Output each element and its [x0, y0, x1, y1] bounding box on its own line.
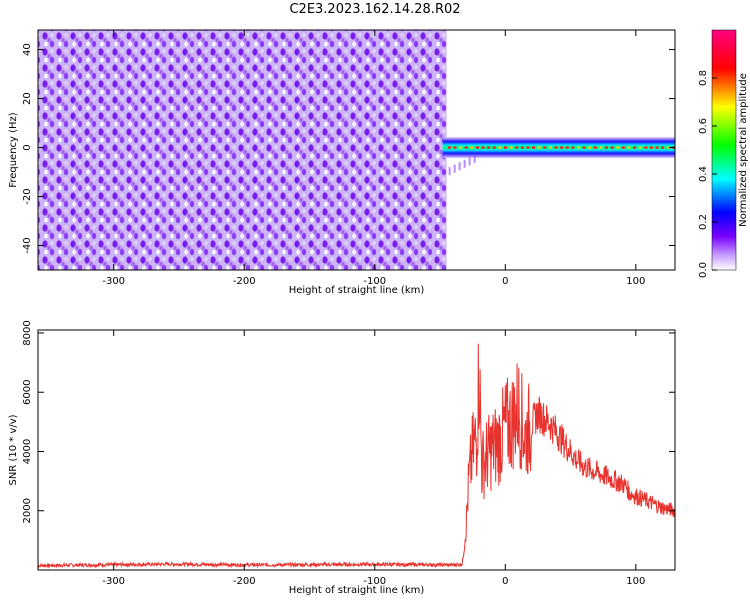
- snr-y-tick-label: 8000: [22, 320, 33, 345]
- snr-y-tick-label: 6000: [22, 379, 33, 404]
- signal-onset-streak: [458, 162, 461, 171]
- snr-y-ticks: 2000 4000 6000 8000: [22, 320, 675, 523]
- page-title: C2E3.2023.162.14.28.R02: [289, 2, 461, 17]
- signal-core-dash: [481, 146, 485, 149]
- signal-core-dash: [537, 146, 541, 149]
- signal-core-dash: [588, 146, 592, 149]
- signal-onset-streak: [463, 159, 466, 168]
- snr-x-tick-label: -100: [363, 576, 386, 587]
- colorbar-tick-label: 0.0: [698, 262, 709, 278]
- signal-core-dash: [599, 146, 603, 149]
- signal-core-dash: [560, 146, 564, 149]
- signal-core-dash: [543, 146, 547, 149]
- snr-x-axis-label: Height of straight line (km): [289, 585, 425, 596]
- signal-core-dash: [605, 146, 609, 149]
- spectrogram-frame: [37, 29, 676, 271]
- signal-core-dash: [487, 146, 491, 149]
- spectrogram-y-tick-label: -20: [22, 188, 33, 204]
- colorbar-gradient: [711, 29, 737, 271]
- signal-core-dash: [666, 146, 670, 149]
- snr-x-tick-label: -300: [102, 576, 125, 587]
- spectrogram-x-tick-label: 0: [502, 276, 508, 287]
- signal-core-dash: [582, 146, 586, 149]
- spectrogram-y-axis-label: Frequency (Hz): [8, 112, 19, 188]
- signal-onset-streak: [468, 157, 471, 166]
- snr-y-tick-label: 4000: [22, 439, 33, 464]
- snr-x-ticks: -300 -200 -100 0 100: [102, 330, 645, 587]
- signal-core-dash: [515, 146, 519, 149]
- signal-core-dash: [576, 146, 580, 149]
- signal-core-dash: [661, 146, 665, 149]
- signal-core-dash: [475, 146, 479, 149]
- colorbar-tick-label: 0.8: [698, 70, 709, 86]
- spectrogram-y-ticks: -40 -20 0 20 40: [22, 43, 675, 254]
- signal-core-dash: [532, 146, 536, 149]
- signal-core-dash: [554, 146, 558, 149]
- snr-y-tick-label: 2000: [22, 498, 33, 523]
- signal-core-dash: [644, 146, 648, 149]
- colorbar-ticks: 0.0 0.2 0.4 0.6 0.8: [698, 70, 717, 278]
- signal-core-dash: [610, 146, 614, 149]
- spectrogram-y-tick-label: -40: [22, 237, 33, 253]
- snr-x-tick-label: 100: [626, 576, 645, 587]
- signal-core-dash: [633, 146, 637, 149]
- signal-core-dash: [616, 146, 620, 149]
- colorbar-tick-label: 0.2: [698, 214, 709, 230]
- signal-core-dash: [649, 146, 653, 149]
- signal-core-dash: [470, 146, 474, 149]
- spectrogram-y-tick-label: 0: [22, 144, 33, 150]
- spectrogram-signal-band: [442, 137, 676, 176]
- colorbar-tick-label: 0.6: [698, 118, 709, 134]
- signal-band-fill: [442, 137, 675, 158]
- spectrogram-x-tick-label: -300: [102, 276, 125, 287]
- colorbar-tick-label: 0.4: [698, 166, 709, 182]
- signal-core-dash: [638, 146, 642, 149]
- snr-x-tick-label: -200: [233, 576, 256, 587]
- signal-onset-streak: [453, 164, 456, 173]
- signal-core-dash: [492, 146, 496, 149]
- spectrogram-y-tick-label: 20: [22, 92, 33, 105]
- spectrogram-noise-region: [38, 30, 447, 270]
- snr-y-axis-label: SNR (10 * v/v): [8, 414, 19, 485]
- snr-panel: -300 -200 -100 0 100 2000 4000 6000 8000 Height…: [8, 320, 676, 596]
- snr-x-tick-label: 0: [502, 576, 508, 587]
- spectrogram-x-tick-label: 100: [626, 276, 645, 287]
- signal-core-dash: [464, 146, 468, 149]
- snr-series-line: [37, 343, 676, 569]
- snr-frame: [37, 329, 676, 571]
- colorbar-label: Normalized spectral amplitude: [738, 73, 749, 227]
- signal-core-dash: [526, 146, 530, 149]
- spectrogram-y-tick-label: 40: [22, 43, 33, 56]
- colorbar: 0.0 0.2 0.4 0.6 0.8 Normalized spectral ampl…: [698, 29, 749, 278]
- signal-onset-streak: [473, 154, 476, 163]
- signal-core-dash: [621, 146, 625, 149]
- spectrogram-x-tick-label: -200: [233, 276, 256, 287]
- spectrogram-x-tick-label: -100: [363, 276, 386, 287]
- signal-core-dash: [447, 146, 451, 149]
- signal-core-dash: [627, 146, 631, 149]
- signal-core-dash: [509, 146, 513, 149]
- signal-onset-streak: [448, 167, 451, 176]
- spectrogram-x-ticks: -300 -200 -100 0 100: [102, 30, 645, 287]
- signal-core-dash: [498, 146, 502, 149]
- signal-core-dash: [571, 146, 575, 149]
- signal-core-dash: [504, 146, 508, 149]
- signal-core-dash: [548, 146, 552, 149]
- signal-core-dash: [520, 146, 524, 149]
- signal-core-dash: [459, 146, 463, 149]
- signal-core-dash: [565, 146, 569, 149]
- spectrogram-x-axis-label: Height of straight line (km): [289, 285, 425, 296]
- signal-core-dash: [453, 146, 457, 149]
- signal-core-dash: [593, 146, 597, 149]
- signal-core-dash: [655, 146, 659, 149]
